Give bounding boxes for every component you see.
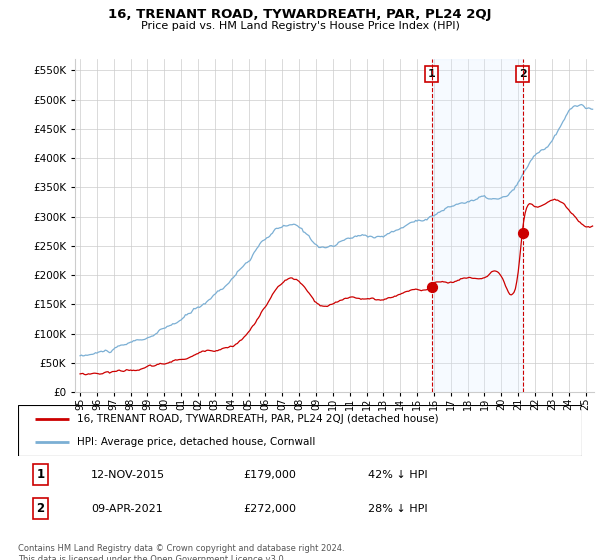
- Text: 1: 1: [37, 468, 44, 481]
- Text: 16, TRENANT ROAD, TYWARDREATH, PAR, PL24 2QJ: 16, TRENANT ROAD, TYWARDREATH, PAR, PL24…: [108, 8, 492, 21]
- Point: [427, 283, 437, 292]
- Text: 1: 1: [428, 69, 436, 79]
- Bar: [432, 59, 523, 392]
- Text: £179,000: £179,000: [244, 469, 296, 479]
- Text: 2: 2: [519, 69, 527, 79]
- Text: £272,000: £272,000: [244, 503, 296, 514]
- Text: HPI: Average price, detached house, Cornwall: HPI: Average price, detached house, Corn…: [77, 437, 316, 447]
- Point: [518, 228, 527, 237]
- Text: 28% ↓ HPI: 28% ↓ HPI: [368, 503, 427, 514]
- Text: 2: 2: [37, 502, 44, 515]
- Text: Contains HM Land Registry data © Crown copyright and database right 2024.
This d: Contains HM Land Registry data © Crown c…: [18, 544, 344, 560]
- Text: 09-APR-2021: 09-APR-2021: [91, 503, 163, 514]
- Text: 42% ↓ HPI: 42% ↓ HPI: [368, 469, 427, 479]
- Text: Price paid vs. HM Land Registry's House Price Index (HPI): Price paid vs. HM Land Registry's House …: [140, 21, 460, 31]
- Text: 12-NOV-2015: 12-NOV-2015: [91, 469, 166, 479]
- Text: 16, TRENANT ROAD, TYWARDREATH, PAR, PL24 2QJ (detached house): 16, TRENANT ROAD, TYWARDREATH, PAR, PL24…: [77, 414, 439, 424]
